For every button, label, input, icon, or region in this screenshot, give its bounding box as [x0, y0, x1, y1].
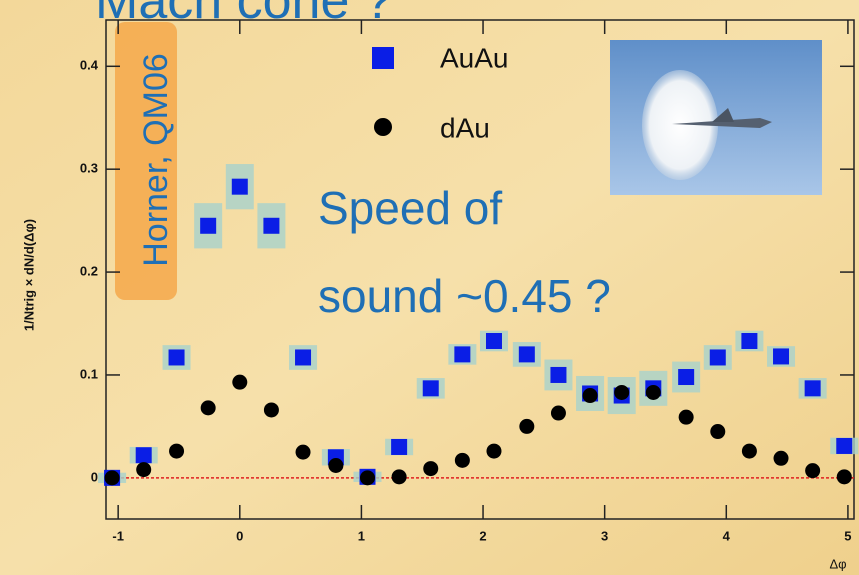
x-tick-label: -1 [112, 528, 124, 543]
data-point [519, 346, 535, 362]
data-point [264, 402, 279, 417]
data-point [232, 179, 248, 195]
y-tick-label: 0.3 [80, 161, 98, 176]
legend-swatch [372, 47, 394, 69]
jet-photo [610, 40, 822, 195]
data-point [136, 447, 152, 463]
data-point [773, 348, 789, 364]
data-point [136, 462, 151, 477]
y-axis-label: 1/Ntrig × dN/d(Δφ) [21, 219, 36, 331]
x-tick-label: 4 [723, 528, 731, 543]
data-point [391, 439, 407, 455]
data-point [837, 469, 852, 484]
data-point [805, 463, 820, 478]
data-point [295, 349, 311, 365]
data-point [551, 406, 566, 421]
data-point [360, 470, 375, 485]
data-point [169, 349, 185, 365]
data-point [392, 469, 407, 484]
data-point [328, 458, 343, 473]
slide: Mach cone ? Horner, QM06 00.10.20.30.4-1… [0, 0, 859, 575]
data-point [583, 388, 598, 403]
data-point [614, 385, 629, 400]
data-point [486, 333, 502, 349]
data-point [710, 349, 726, 365]
y-tick-label: 0 [91, 469, 98, 484]
data-point [774, 451, 789, 466]
y-tick-label: 0.1 [80, 366, 98, 381]
data-point [519, 419, 534, 434]
y-tick-label: 0.4 [80, 58, 99, 73]
data-point [646, 385, 661, 400]
annotation: sound ~0.45 ? [318, 270, 611, 322]
data-point [169, 444, 184, 459]
legend-swatch [374, 118, 392, 136]
data-point [105, 470, 120, 485]
data-point [423, 380, 439, 396]
data-point [200, 218, 216, 234]
data-point [679, 410, 694, 425]
data-point [710, 424, 725, 439]
x-tick-label: 5 [844, 528, 851, 543]
x-tick-label: 1 [358, 528, 365, 543]
x-tick-label: 2 [479, 528, 486, 543]
data-point [423, 461, 438, 476]
data-point [550, 367, 566, 383]
data-point [836, 438, 852, 454]
data-point [741, 333, 757, 349]
x-tick-label: 0 [236, 528, 243, 543]
data-point [201, 400, 216, 415]
x-axis-label: Δφ [829, 556, 846, 571]
data-point [296, 445, 311, 460]
citation: Horner, QM06 [137, 53, 175, 267]
data-point [232, 375, 247, 390]
data-point [805, 380, 821, 396]
y-tick-label: 0.2 [80, 264, 98, 279]
data-point [263, 218, 279, 234]
data-point [454, 346, 470, 362]
data-point [455, 453, 470, 468]
data-point [742, 444, 757, 459]
data-point [486, 444, 501, 459]
x-tick-label: 3 [601, 528, 608, 543]
legend-label: AuAu [440, 42, 509, 73]
legend-label: dAu [440, 112, 490, 143]
data-point [678, 369, 694, 385]
annotation: Speed of [318, 182, 502, 234]
